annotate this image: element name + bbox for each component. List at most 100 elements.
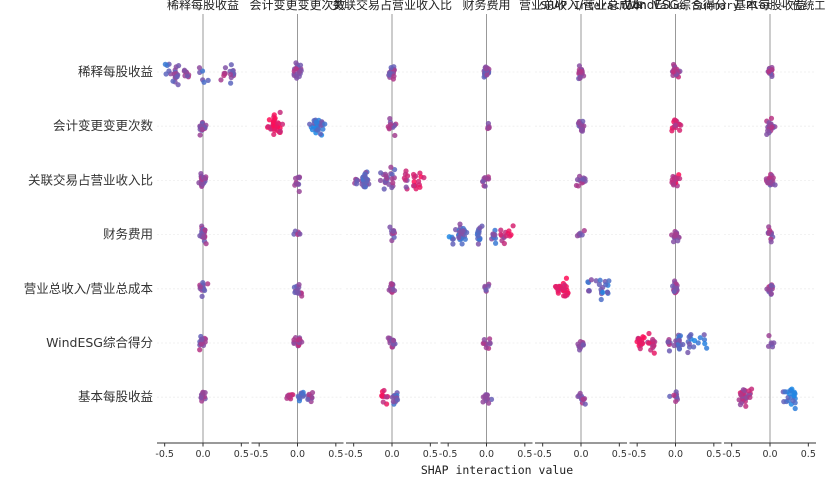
interaction-point — [205, 77, 211, 83]
interaction-point — [199, 126, 205, 132]
interaction-point — [769, 67, 775, 73]
interaction-point — [196, 65, 203, 71]
interaction-point — [296, 336, 303, 342]
interaction-point — [579, 126, 585, 132]
subplot-panel: 关联交易占营业收入比 -0.5 0.0 0.5 — [332, 0, 452, 460]
interaction-point — [701, 332, 707, 338]
interaction-point — [677, 127, 683, 133]
interaction-point — [410, 183, 417, 189]
x-tick-label: 0.0 — [384, 449, 399, 460]
interaction-point — [287, 393, 293, 400]
interaction-point — [266, 117, 273, 123]
interaction-point — [315, 126, 322, 133]
interaction-point — [198, 171, 204, 177]
interaction-point — [279, 121, 286, 127]
interaction-point — [765, 180, 771, 186]
interaction-point — [680, 341, 686, 348]
interaction-point — [697, 335, 703, 341]
interaction-point — [265, 123, 271, 130]
interaction-point — [484, 72, 490, 78]
interaction-point — [579, 232, 585, 238]
column-title: 营业总收入/营业总成本 — [519, 0, 643, 12]
feature-label: 稀释每股收益 — [78, 64, 153, 79]
interaction-point — [769, 124, 775, 130]
x-tick-label: 0.5 — [234, 449, 249, 460]
x-tick-label: -0.5 — [533, 449, 552, 460]
interaction-point — [387, 121, 394, 128]
interaction-point — [742, 388, 748, 394]
interaction-point — [670, 181, 677, 187]
interaction-point — [381, 186, 387, 192]
interaction-point — [748, 386, 755, 392]
interaction-point — [271, 127, 278, 133]
interaction-point — [686, 334, 692, 340]
interaction-point — [391, 234, 397, 240]
interaction-point — [768, 291, 774, 297]
interaction-point — [667, 393, 673, 399]
subplot-panel: 基本每股收益 -0.5 0.0 0.5 — [722, 0, 816, 460]
interaction-point — [603, 282, 609, 288]
x-tick-label: 0.0 — [479, 449, 494, 460]
interaction-point — [486, 125, 492, 131]
interaction-point — [691, 338, 698, 344]
interaction-point — [766, 175, 773, 181]
interaction-point — [296, 188, 302, 195]
interaction-point — [577, 390, 583, 396]
interaction-point — [457, 221, 463, 227]
interaction-point — [673, 231, 679, 237]
interaction-point — [787, 391, 793, 397]
interaction-point — [782, 389, 788, 395]
interaction-point — [390, 180, 396, 186]
interaction-point — [381, 387, 387, 394]
interaction-point — [482, 183, 488, 189]
subplot-panel: 稀释每股收益 -0.5 0.0 0.5 — [155, 0, 249, 460]
column-title: WindESG综合得分 — [624, 0, 727, 12]
interaction-point — [737, 402, 744, 408]
interaction-point — [768, 239, 774, 245]
interaction-point — [574, 177, 581, 183]
interaction-point — [561, 286, 568, 292]
interaction-point — [384, 394, 390, 400]
x-axis-label: SHAP interaction value — [421, 463, 573, 477]
interaction-point — [768, 340, 774, 346]
interaction-point — [386, 126, 392, 132]
interaction-point — [446, 234, 452, 240]
interaction-point — [646, 330, 652, 337]
interaction-point — [170, 78, 176, 84]
interaction-point — [672, 117, 679, 124]
interaction-point — [421, 175, 427, 181]
interaction-point — [296, 281, 302, 288]
interaction-point — [162, 61, 168, 67]
interaction-point — [361, 181, 367, 187]
interaction-point — [598, 296, 604, 303]
interaction-point — [792, 405, 798, 412]
x-tick-label: 0.5 — [517, 449, 532, 460]
interaction-point — [600, 289, 606, 296]
interaction-point — [588, 277, 594, 283]
interaction-point — [580, 176, 586, 182]
interaction-point — [640, 334, 646, 340]
x-tick-label: 0.5 — [423, 449, 438, 460]
feature-label: 会计变更变更次数 — [53, 118, 154, 133]
interaction-point — [650, 336, 656, 343]
interaction-point — [636, 337, 642, 343]
interaction-point — [666, 348, 673, 354]
interaction-point — [637, 346, 643, 352]
interaction-point — [481, 337, 487, 343]
interaction-point — [580, 396, 586, 402]
interaction-point — [673, 398, 679, 405]
interaction-point — [578, 68, 584, 74]
interaction-point — [586, 288, 592, 294]
interaction-point — [383, 173, 389, 179]
interaction-point — [201, 79, 207, 85]
x-tick-label: 0.0 — [195, 449, 210, 460]
interaction-point — [582, 401, 588, 407]
subplot-panel: 营业总收入/营业总成本 -0.5 0.0 0.5 — [519, 0, 643, 460]
interaction-point — [199, 337, 205, 343]
column-title: 关联交易占营业收入比 — [332, 0, 452, 12]
interaction-point — [581, 228, 587, 234]
interaction-point — [387, 70, 393, 76]
